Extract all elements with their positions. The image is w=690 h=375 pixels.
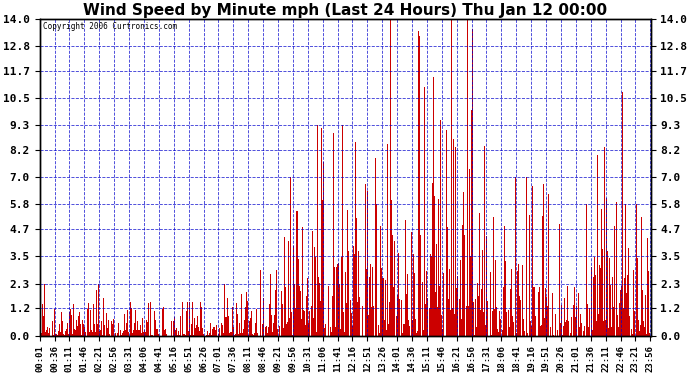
Text: Copyright 2006 Curtronics.com: Copyright 2006 Curtronics.com: [43, 22, 177, 31]
Title: Wind Speed by Minute mph (Last 24 Hours) Thu Jan 12 00:00: Wind Speed by Minute mph (Last 24 Hours)…: [83, 3, 607, 18]
